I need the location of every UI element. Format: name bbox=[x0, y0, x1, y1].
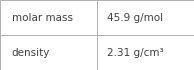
Text: molar mass: molar mass bbox=[12, 13, 73, 23]
Text: 45.9 g/mol: 45.9 g/mol bbox=[107, 13, 163, 23]
Text: density: density bbox=[12, 48, 50, 58]
Text: 2.31 g/cm³: 2.31 g/cm³ bbox=[107, 48, 163, 58]
